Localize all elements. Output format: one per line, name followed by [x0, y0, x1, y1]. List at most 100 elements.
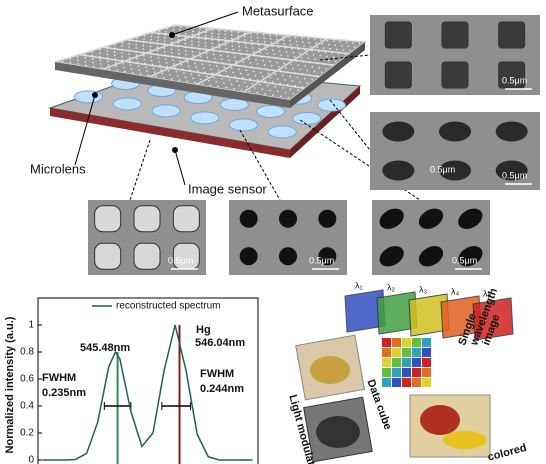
- pattern-dot: [223, 82, 225, 84]
- y-tick-label: 1: [28, 320, 34, 331]
- pattern-dot: [279, 82, 281, 85]
- pattern-dot: [150, 56, 152, 58]
- pattern-dot: [245, 50, 248, 52]
- pattern-dot: [344, 53, 347, 56]
- pattern-dot: [289, 88, 292, 91]
- pattern-dot: [76, 55, 79, 58]
- cube-cell: [422, 368, 431, 377]
- cube-cell: [422, 378, 431, 387]
- pattern-dot: [199, 28, 201, 30]
- pattern-dot: [172, 28, 175, 31]
- pattern-dot: [205, 49, 207, 51]
- pattern-dot: [184, 36, 187, 38]
- pattern-dot: [281, 58, 284, 60]
- pattern-dot: [211, 29, 214, 31]
- pattern-dot: [184, 39, 186, 42]
- pattern-dot: [169, 73, 171, 76]
- pattern-dot: [241, 57, 243, 59]
- pattern-dot: [121, 55, 123, 58]
- pattern-dot: [284, 91, 287, 94]
- pattern-dot: [210, 68, 212, 71]
- cube-cell: [382, 338, 391, 347]
- pattern-dot: [113, 54, 116, 57]
- pattern-dot: [227, 55, 229, 58]
- pattern-dot: [209, 84, 212, 86]
- pattern-dot: [230, 67, 233, 70]
- pattern-dot: [290, 63, 292, 66]
- pattern-dot: [353, 46, 356, 48]
- pattern-dot: [186, 61, 189, 63]
- pattern-dot: [291, 80, 294, 82]
- pattern-dot: [311, 66, 314, 68]
- pattern-dot: [241, 77, 244, 79]
- pattern-dot: [99, 52, 101, 54]
- pattern-dot: [189, 69, 191, 71]
- pattern-dot: [243, 65, 246, 67]
- pattern-dot: [237, 38, 240, 41]
- pattern-dot: [294, 84, 296, 87]
- pattern-dot: [304, 65, 307, 67]
- pattern-dot: [313, 70, 316, 73]
- pattern-dot: [129, 64, 132, 66]
- pattern-dot: [163, 47, 166, 49]
- pattern-dot: [184, 76, 187, 78]
- pattern-dot: [320, 71, 323, 74]
- pattern-dot: [251, 66, 253, 68]
- pattern-dot: [224, 40, 227, 43]
- wavelength-label: λ₁: [355, 280, 363, 290]
- pattern-dot: [231, 41, 233, 43]
- pattern-dot: [131, 71, 134, 74]
- sem-feature: [318, 209, 337, 228]
- annotation: FWHM: [200, 368, 234, 380]
- sem-feature: [384, 21, 412, 49]
- pattern-dot: [200, 59, 203, 62]
- legend-label: reconstructed spectrum: [116, 301, 221, 312]
- pattern-dot: [201, 83, 204, 85]
- plot-frame: [37, 297, 259, 464]
- pattern-dot: [322, 47, 325, 49]
- wavelength-image: [472, 297, 514, 341]
- pattern-dot: [205, 28, 208, 31]
- pattern-dot: [226, 51, 228, 54]
- pattern-dot: [262, 75, 264, 78]
- sem-feature: [441, 61, 469, 89]
- pattern-dot: [175, 71, 178, 73]
- pattern-dot: [269, 89, 271, 92]
- pattern-dot: [84, 60, 87, 63]
- leader-line: [174, 149, 186, 186]
- pattern-dot: [336, 48, 338, 51]
- pattern-dot: [326, 55, 328, 58]
- pattern-dot: [267, 72, 270, 75]
- pattern-dot: [191, 50, 194, 53]
- sem-feature: [382, 160, 415, 181]
- pattern-dot: [128, 53, 130, 55]
- pattern-dot: [347, 45, 350, 48]
- pattern-dot: [173, 25, 176, 28]
- cube-cell: [412, 348, 421, 357]
- pattern-dot: [171, 51, 173, 54]
- pattern-dot: [243, 35, 246, 38]
- pattern-dot: [211, 46, 214, 48]
- pattern-dot: [155, 75, 157, 78]
- pattern-dot: [184, 50, 187, 52]
- pattern-dot: [308, 74, 311, 76]
- pattern-dot: [291, 47, 293, 50]
- pattern-dot: [156, 49, 159, 52]
- pattern-dot: [276, 61, 278, 64]
- pattern-dot: [237, 34, 240, 37]
- pattern-dot: [184, 46, 187, 49]
- pattern-dot: [204, 71, 206, 74]
- pattern-dot: [284, 79, 286, 81]
- pattern-dot: [143, 58, 146, 61]
- cube-cell: [402, 368, 411, 377]
- pattern-dot: [256, 63, 259, 65]
- metasurface-edge: [55, 62, 290, 108]
- pattern-dot: [218, 29, 220, 32]
- pattern-dot: [211, 72, 214, 75]
- pattern-dot: [122, 62, 124, 65]
- y-tick-label: 0.6: [20, 374, 34, 385]
- pattern-dot: [224, 44, 227, 46]
- pattern-dot: [136, 37, 138, 39]
- photo-fruit: [420, 405, 460, 435]
- leader-line: [74, 94, 96, 166]
